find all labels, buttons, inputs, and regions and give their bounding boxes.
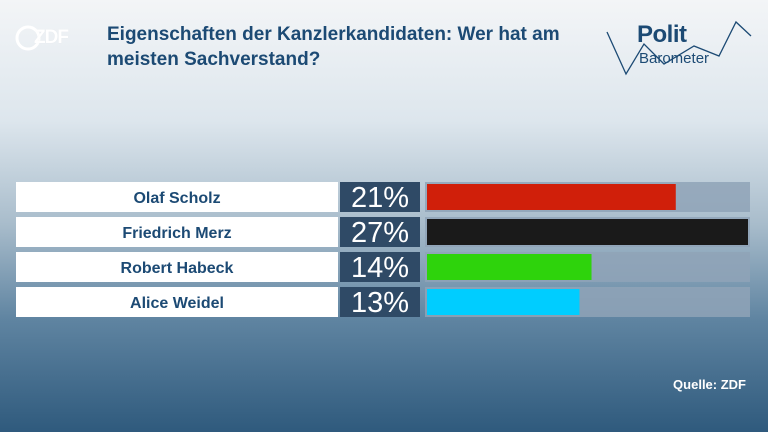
politbarometer-logo: Polit Barometer xyxy=(604,12,754,84)
value-label: 21% xyxy=(351,182,409,214)
category-label: Olaf Scholz xyxy=(133,190,220,207)
category-label: Friedrich Merz xyxy=(122,225,231,242)
zdf-logo-mark xyxy=(15,25,41,51)
category-label: Alice Weidel xyxy=(130,295,224,312)
chart-title: Eigenschaften der Kanzlerkandidaten: Wer… xyxy=(107,24,560,70)
value-label-box xyxy=(340,287,420,317)
category-label: Robert Habeck xyxy=(121,260,234,277)
category-label-box xyxy=(16,252,338,282)
value-label: 27% xyxy=(351,217,409,249)
value-label: 13% xyxy=(351,287,409,319)
zdf-logo: ZDF xyxy=(14,24,84,52)
value-label-box xyxy=(340,182,420,212)
value-label-box xyxy=(340,217,420,247)
value-label: 14% xyxy=(351,252,409,284)
source-note: Quelle: ZDF xyxy=(673,377,746,392)
category-label-box xyxy=(16,182,338,212)
bar xyxy=(427,184,676,210)
politbarometer-logo-line2: Barometer xyxy=(639,50,710,67)
bar xyxy=(427,219,748,245)
zdf-logo-text: ZDF xyxy=(34,27,69,48)
category-label-box xyxy=(16,217,338,247)
politbarometer-logo-line1: Polit xyxy=(637,21,687,48)
bar xyxy=(427,254,592,280)
bar xyxy=(427,289,580,315)
category-label-box xyxy=(16,287,338,317)
value-label-box xyxy=(340,252,420,282)
politbarometer-zigzag-icon xyxy=(606,20,752,76)
